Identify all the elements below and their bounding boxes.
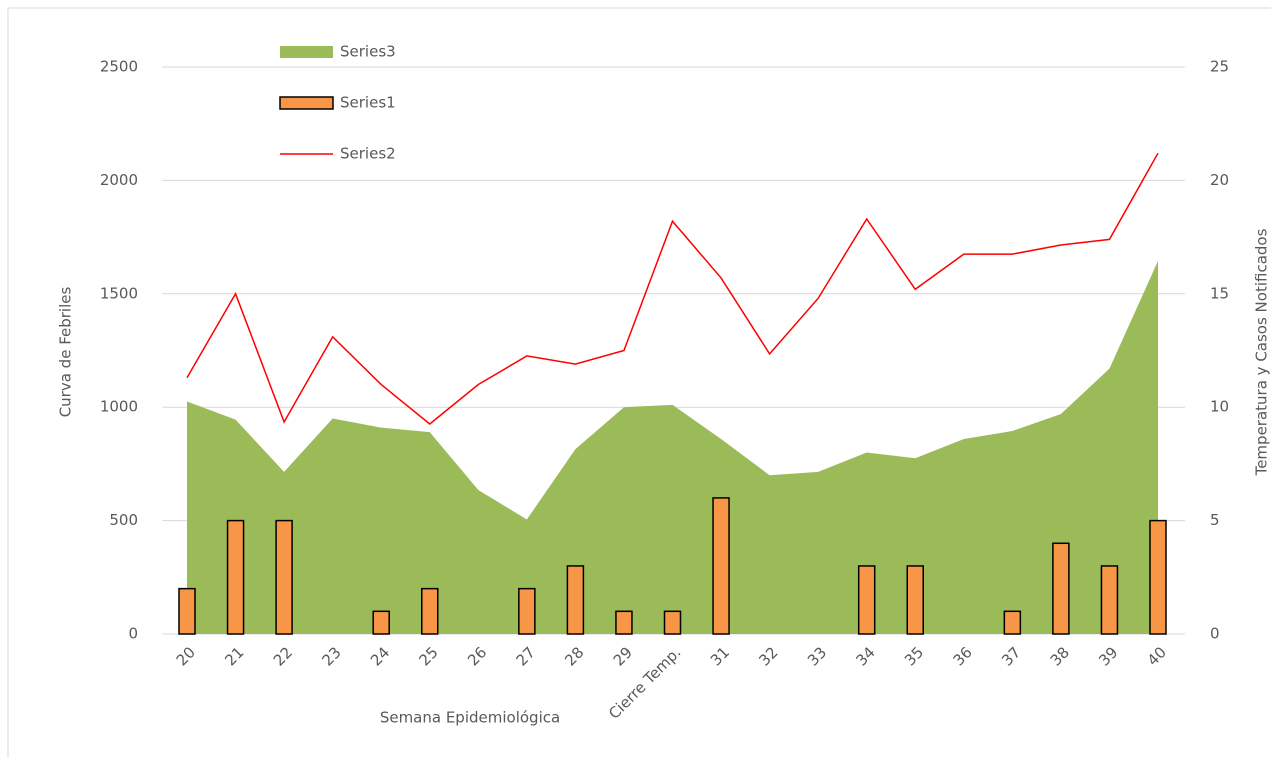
line	[186, 152, 1159, 425]
x-tick-label: 22	[270, 643, 296, 669]
x-tick-label: 23	[318, 643, 344, 669]
bar	[663, 610, 682, 635]
legend-swatch	[280, 46, 333, 58]
bar	[372, 610, 390, 635]
y-tick-label: 2000	[100, 171, 138, 189]
bar	[1100, 565, 1119, 635]
y2-tick-label: 5	[1210, 511, 1220, 529]
y-tick-label: 1500	[100, 284, 138, 302]
x-tick-label: 29	[610, 643, 636, 669]
bar	[566, 565, 585, 635]
y2-tick-label: 10	[1210, 398, 1229, 416]
x-tick-label: 28	[561, 643, 587, 669]
x-tick-label: 39	[1095, 643, 1121, 669]
y2-tick-label: 20	[1210, 171, 1229, 189]
x-tick-label: 36	[950, 643, 976, 669]
y2-tick-label: 0	[1210, 625, 1220, 643]
y-tick-label: 1000	[100, 398, 138, 416]
x-axis-title: Semana Epidemiológica	[380, 709, 560, 727]
x-tick-label: 20	[173, 643, 199, 669]
bar	[1149, 519, 1167, 635]
bar	[1003, 610, 1022, 635]
legend-swatch	[279, 96, 334, 110]
x-tick-label: 32	[755, 643, 781, 669]
x-tick-label: 35	[901, 643, 927, 669]
bar	[857, 565, 876, 635]
y2-tick-label: 15	[1210, 284, 1229, 302]
x-tick-label: 37	[998, 643, 1024, 669]
x-tick-label: 27	[513, 643, 539, 669]
y-tick-label: 500	[109, 511, 138, 529]
bar	[906, 565, 924, 635]
legend-label: Series2	[340, 145, 396, 163]
x-tick-label: 24	[367, 643, 393, 669]
x-tick-label: 38	[1047, 643, 1073, 669]
x-tick-label: 26	[464, 643, 490, 669]
area	[187, 260, 1158, 634]
bar	[421, 587, 439, 635]
x-tick-label: 25	[416, 643, 442, 669]
x-tick-label: 31	[707, 643, 733, 669]
y2-axis-title: Temperatura y Casos Notificados	[1253, 228, 1271, 476]
y-axis-title: Curva de Febriles	[57, 287, 75, 418]
y-tick-label: 0	[128, 625, 138, 643]
y-tick-label: 2500	[100, 58, 138, 76]
bar	[615, 610, 633, 635]
bar	[275, 519, 293, 635]
bar	[518, 587, 536, 635]
bar	[1052, 542, 1070, 635]
x-tick-label: 40	[1144, 643, 1170, 669]
legend-label: Series3	[340, 43, 396, 61]
y2-tick-label: 25	[1210, 58, 1229, 76]
x-tick-label: 34	[852, 643, 878, 669]
bar	[226, 519, 245, 635]
bar	[712, 497, 730, 635]
x-tick-label: 21	[221, 643, 247, 669]
legend-label: Series1	[340, 94, 396, 112]
x-tick-label: 33	[804, 643, 830, 669]
bar	[178, 587, 196, 635]
